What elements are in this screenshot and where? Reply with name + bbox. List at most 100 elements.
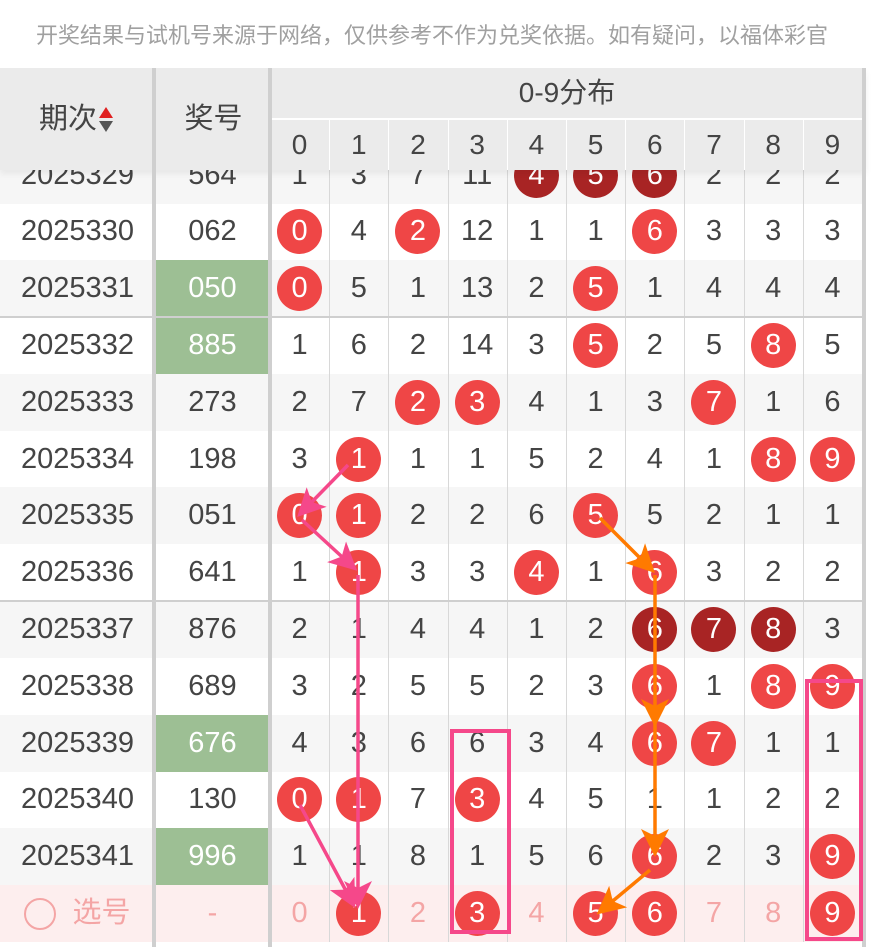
digit-cell-9: 1 <box>824 499 841 532</box>
digit-cell-7: 2 <box>705 499 723 532</box>
column-divider <box>506 600 508 658</box>
digit-cell-7: 7 <box>684 374 743 431</box>
column-divider <box>625 316 627 374</box>
column-divider <box>329 170 331 204</box>
issue-header-label: 期次 <box>38 103 97 135</box>
column-divider <box>566 771 567 829</box>
digit-cell-2: 1 <box>409 272 427 305</box>
hit-ball[interactable]: 3 <box>454 890 500 936</box>
issue-cell: 2025335 <box>21 499 134 532</box>
column-divider <box>329 120 331 170</box>
digit-cell-2: 4 <box>409 612 427 645</box>
hit-ball: 8 <box>750 322 796 368</box>
digit-cell-6: 1 <box>646 272 663 305</box>
digit-cell-6: 4 <box>646 442 663 475</box>
digit-cell-3[interactable]: 3 <box>448 885 507 942</box>
digit-cell-8: 8 <box>744 658 803 715</box>
digit-cell-5: 1 <box>587 385 604 418</box>
column-divider <box>506 714 508 772</box>
digit-cell-3: 6 <box>469 726 486 759</box>
hit-ball[interactable]: 6 <box>632 890 678 936</box>
column-divider <box>388 544 390 602</box>
issue-cell: 2025334 <box>21 442 134 475</box>
digit-cell-6: 6 <box>625 658 684 715</box>
digit-cell-6: 6 <box>625 203 684 260</box>
select-number-button[interactable]: 选号 <box>0 885 155 942</box>
column-divider <box>625 203 627 261</box>
digit-cell-6: 6 <box>625 715 684 772</box>
digit-cell-6: 1 <box>646 783 663 816</box>
column-divider <box>802 120 804 170</box>
scrollbar-track[interactable] <box>862 68 866 947</box>
winning-number-cell: 273 <box>188 385 237 418</box>
digit-cell-3: 12 <box>461 215 494 248</box>
column-divider <box>447 373 449 431</box>
digit-cell-0: 3 <box>291 442 308 475</box>
digit-cell-8: 1 <box>765 726 782 759</box>
digit-cell-8: 3 <box>765 215 782 248</box>
column-divider <box>802 771 804 829</box>
column-divider <box>388 884 390 942</box>
digit-cell-7: 2 <box>705 840 723 873</box>
sort-icon[interactable] <box>99 105 113 135</box>
digit-cell-0: 0 <box>270 260 329 317</box>
digit-cell-7: 1 <box>705 783 723 816</box>
hit-ball[interactable]: 1 <box>336 890 382 936</box>
digit-cell-3: 3 <box>448 374 507 431</box>
digit-cell-2[interactable]: 2 <box>409 896 427 929</box>
digit-cell-4: 1 <box>528 215 545 248</box>
column-divider <box>329 203 331 261</box>
select-number-row[interactable]: 选号 - 0 1 2 3 4 5 6 7 8 9 <box>0 884 866 942</box>
hit-ball[interactable]: 9 <box>809 890 855 936</box>
issue-cell: 2025333 <box>21 385 134 418</box>
column-divider <box>743 544 745 602</box>
issue-cell: 2025330 <box>21 215 134 248</box>
column-divider <box>743 714 745 772</box>
digit-cell-2: 2 <box>409 328 427 361</box>
digit-header-7: 7 <box>706 129 722 160</box>
digit-cell-3: 13 <box>461 272 494 305</box>
digit-cell-8: 2 <box>765 170 782 191</box>
column-divider <box>743 487 745 545</box>
column-divider <box>743 170 745 204</box>
digit-cell-4: 4 <box>507 544 566 601</box>
column-divider <box>506 120 508 170</box>
digit-cell-9[interactable]: 9 <box>803 885 862 942</box>
issue-column-header[interactable]: 期次 <box>0 68 152 170</box>
column-divider <box>388 487 390 545</box>
issue-cell: 2025341 <box>21 840 134 873</box>
table-row: 2025331 050 0 5 1 13 2 5 1 4 4 4 <box>0 260 866 318</box>
digit-cell-7: 2 <box>705 170 723 191</box>
column-divider <box>566 714 567 772</box>
table-row: 2025332 885 1 6 2 14 3 5 2 5 8 5 <box>0 316 866 374</box>
digit-cell-0[interactable]: 0 <box>291 896 308 929</box>
hit-ball: 1 <box>336 777 382 823</box>
digit-cell-0: 0 <box>270 203 329 260</box>
table-body[interactable]: 2025329 564 1 3 7 11 4 5 6 2 2 2 2025330 062 0 4 2 12 1 1 6 3… <box>0 170 866 947</box>
radio-icon[interactable] <box>24 898 57 931</box>
digit-cell-6: 6 <box>625 828 684 885</box>
column-divider <box>625 170 627 204</box>
digit-cell-5[interactable]: 5 <box>566 885 625 942</box>
column-divider <box>268 68 272 947</box>
digit-cell-6[interactable]: 6 <box>625 885 684 942</box>
winning-number-cell: 641 <box>188 556 237 589</box>
column-divider <box>329 657 331 715</box>
digit-cell-8[interactable]: 8 <box>765 896 782 929</box>
column-divider <box>388 828 390 886</box>
digit-cell-4[interactable]: 4 <box>528 896 545 929</box>
column-divider <box>743 203 745 261</box>
digit-cell-3: 4 <box>469 612 486 645</box>
digit-cell-7[interactable]: 7 <box>705 896 723 929</box>
digit-cell-8: 2 <box>765 783 782 816</box>
hit-ball: 5 <box>573 266 619 312</box>
digit-cell-1[interactable]: 1 <box>329 885 388 942</box>
digit-cell-8: 3 <box>765 840 782 873</box>
select-label: 选号 <box>72 896 131 929</box>
hit-ball[interactable]: 5 <box>573 890 619 936</box>
column-divider <box>388 657 390 715</box>
digit-cell-4: 4 <box>528 385 545 418</box>
table-row: 2025333 273 2 7 2 3 4 1 3 7 1 6 <box>0 373 866 431</box>
digit-cell-8: 1 <box>765 385 782 418</box>
column-divider <box>743 828 745 886</box>
